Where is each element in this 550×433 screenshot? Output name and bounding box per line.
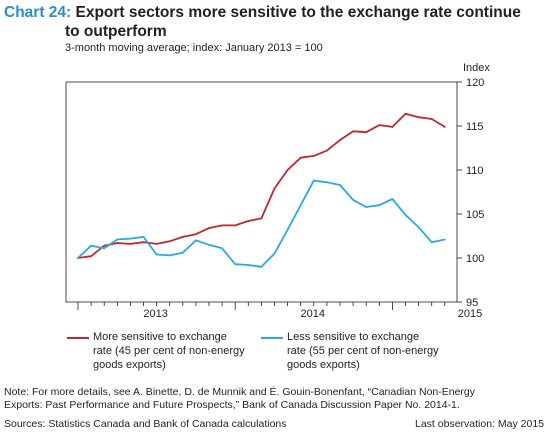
x-tick-label: 2015 [458,308,482,320]
data-point-more-sensitive [273,187,276,190]
y-tick-label: 115 [466,121,484,133]
data-point-more-sensitive [391,125,394,128]
data-point-less-sensitive [404,213,407,216]
series-line-more-sensitive [77,112,446,259]
data-point-less-sensitive [430,241,433,244]
legend-text-line: goods exports) [93,359,166,371]
data-point-less-sensitive [155,253,158,256]
data-point-less-sensitive [116,238,119,241]
data-point-less-sensitive [142,235,145,238]
data-point-more-sensitive [260,217,263,220]
data-point-more-sensitive [443,125,446,128]
data-point-less-sensitive [260,265,263,268]
data-point-more-sensitive [365,131,368,134]
data-point-less-sensitive [391,198,394,200]
data-point-less-sensitive [365,206,368,208]
y-tick-label: 95 [466,297,478,309]
data-point-more-sensitive [417,116,420,119]
legend-text-line: goods exports) [287,359,360,371]
data-point-less-sensitive [417,226,420,229]
note-line-1: Note: For more details, see A. Binette, … [4,386,476,398]
legend-text-line: Less sensitive to exchange [287,331,420,343]
data-point-more-sensitive [168,240,171,243]
legend-text-line: rate (55 per cent of non-energy [287,345,439,357]
title-text: Export sectors more sensitive to the exc… [75,4,521,21]
data-point-more-sensitive [155,243,158,245]
data-point-less-sensitive [103,247,106,250]
chart-series [77,112,446,268]
legend-text-line: rate (45 per cent of non-energy [93,345,245,357]
data-point-less-sensitive [352,199,354,201]
data-point-more-sensitive [404,112,407,115]
x-tick-label: 2013 [143,308,167,320]
data-point-less-sensitive [247,264,250,266]
data-point-more-sensitive [430,118,433,120]
data-point-less-sensitive [273,252,276,255]
data-point-more-sensitive [90,255,92,258]
data-point-more-sensitive [299,156,302,159]
data-point-less-sensitive [77,257,79,259]
data-point-more-sensitive [312,155,315,157]
title-line-2: to outperform [65,23,167,40]
data-point-more-sensitive [181,235,184,238]
data-point-less-sensitive [195,239,197,242]
legend-text-line: More sensitive to exchange [93,331,227,343]
data-point-more-sensitive [352,130,354,133]
data-point-more-sensitive [247,220,250,222]
data-point-less-sensitive [326,181,328,184]
data-point-less-sensitive [234,263,237,266]
y-tick-label: 105 [466,209,484,221]
data-point-less-sensitive [90,244,92,247]
data-point-more-sensitive [221,224,224,227]
last-observation: Last observation: May 2015 [415,418,544,430]
data-point-less-sensitive [378,204,381,207]
data-point-more-sensitive [195,233,197,236]
data-point-less-sensitive [168,254,171,257]
legend-label-less-sensitive: Less sensitive to exchange rate (55 per … [287,330,467,372]
chart-subtitle: 3-month moving average; index: January 2… [65,42,323,54]
chart-note: Note: For more details, see A. Binette, … [4,386,549,412]
chart-sources: Sources: Statistics Canada and Bank of C… [4,418,287,430]
data-point-more-sensitive [208,227,210,229]
legend-swatch-more-sensitive [67,337,89,339]
data-point-less-sensitive [299,204,302,207]
data-point-less-sensitive [312,179,315,182]
note-line-2: Exports: Past Performance and Future Pro… [4,399,460,411]
series-line-less-sensitive [77,179,445,268]
data-point-less-sensitive [221,247,224,250]
y-axis-unit-label: Index [463,62,490,74]
data-point-more-sensitive [339,139,341,141]
data-point-less-sensitive [208,243,210,246]
data-point-more-sensitive [103,244,106,247]
x-tick-label: 2014 [301,308,325,320]
data-point-less-sensitive [443,238,446,241]
data-point-less-sensitive [339,184,341,186]
data-point-more-sensitive [286,169,289,171]
data-point-less-sensitive [181,251,184,254]
y-tick-label: 120 [466,77,484,89]
data-point-more-sensitive [234,224,237,227]
data-point-more-sensitive [116,242,119,244]
data-point-more-sensitive [326,149,328,152]
legend-label-more-sensitive: More sensitive to exchange rate (45 per … [93,330,273,372]
chart-axes: 95 100 105 110 115 120 2013 2014 2015 [65,77,484,320]
data-point-more-sensitive [129,243,132,245]
legend-swatch-less-sensitive [261,337,283,339]
chart-number: Chart 24: [4,4,72,21]
y-tick-label: 100 [466,253,484,265]
title-line-1: Chart 24: Export sectors more sensitive … [4,3,544,22]
data-point-less-sensitive [286,228,289,231]
data-point-less-sensitive [129,237,132,240]
plot-frame [65,81,458,303]
y-tick-label: 110 [466,165,484,177]
chart-title: Chart 24: Export sectors more sensitive … [4,3,544,41]
data-point-more-sensitive [378,124,381,127]
data-point-more-sensitive [142,241,145,244]
